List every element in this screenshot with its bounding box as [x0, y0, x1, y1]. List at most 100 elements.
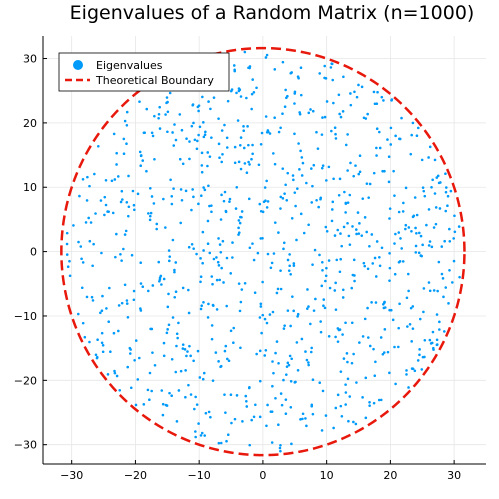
eigenvalue-point	[438, 328, 441, 331]
eigenvalue-point	[167, 249, 171, 252]
eigenvalue-point	[398, 302, 401, 306]
eigenvalue-point	[368, 244, 371, 248]
eigenvalue-point	[443, 239, 446, 243]
eigenvalue-point	[423, 355, 426, 359]
eigenvalue-point	[219, 250, 223, 254]
eigenvalue-point	[293, 191, 297, 194]
eigenvalue-point	[253, 291, 257, 295]
eigenvalue-point	[224, 344, 228, 348]
eigenvalue-point	[222, 281, 225, 284]
eigenvalue-point	[420, 158, 424, 162]
eigenvalue-point	[197, 202, 200, 206]
eigenvalue-point	[406, 272, 410, 276]
eigenvalue-point	[255, 86, 258, 90]
eigenvalue-point	[367, 336, 370, 339]
eigenvalue-point	[360, 234, 364, 237]
eigenvalue-point	[421, 186, 425, 189]
eigenvalue-point	[355, 95, 359, 99]
eigenvalue-point	[251, 152, 254, 156]
eigenvalue-point	[101, 344, 105, 347]
eigenvalue-point	[305, 358, 309, 362]
eigenvalue-point	[411, 367, 415, 371]
eigenvalue-point	[258, 415, 262, 419]
eigenvalue-point	[231, 256, 234, 259]
eigenvalue-point	[283, 105, 287, 109]
eigenvalue-point	[377, 398, 381, 402]
eigenvalue-point	[110, 179, 114, 183]
eigenvalue-point	[298, 168, 301, 171]
eigenvalue-point	[96, 338, 99, 342]
eigenvalue-point	[402, 201, 405, 205]
eigenvalue-point	[255, 352, 258, 356]
eigenvalue-point	[331, 200, 335, 204]
eigenvalue-point	[321, 269, 324, 272]
eigenvalue-point	[210, 204, 213, 207]
eigenvalue-point	[95, 355, 99, 359]
eigenvalue-point	[197, 133, 200, 137]
eigenvalue-point	[228, 200, 231, 203]
eigenvalue-point	[453, 214, 456, 218]
eigenvalue-point	[149, 211, 153, 215]
eigenvalue-point	[338, 328, 342, 331]
eigenvalue-point	[208, 155, 212, 158]
eigenvalue-point	[390, 99, 393, 102]
eigenvalue-point	[123, 233, 127, 236]
eigenvalue-point	[265, 321, 269, 325]
eigenvalue-point	[411, 305, 415, 308]
eigenvalue-point	[251, 78, 254, 81]
eigenvalue-point	[203, 434, 207, 437]
eigenvalue-point	[265, 206, 269, 209]
eigenvalue-point	[190, 124, 194, 128]
eigenvalue-point	[452, 259, 456, 263]
eigenvalue-point	[168, 391, 171, 395]
eigenvalue-point	[435, 338, 439, 342]
eigenvalue-point	[223, 349, 227, 353]
eigenvalue-point	[428, 338, 432, 342]
eigenvalue-point	[410, 133, 413, 137]
eigenvalue-point	[240, 288, 244, 291]
eigenvalue-point	[179, 221, 183, 225]
eigenvalue-point	[199, 307, 203, 311]
eigenvalue-point	[161, 413, 165, 417]
eigenvalue-point	[164, 226, 167, 229]
eigenvalue-point	[206, 219, 210, 223]
eigenvalue-point	[105, 307, 108, 310]
eigenvalue-point	[284, 412, 288, 416]
eigenvalue-point	[94, 212, 97, 215]
eigenvalue-point	[435, 313, 439, 316]
eigenvalue-point	[217, 237, 220, 240]
eigenvalue-point	[346, 360, 349, 364]
eigenvalue-point	[197, 422, 200, 425]
eigenvalue-point	[115, 163, 118, 166]
eigenvalue-point	[362, 261, 366, 265]
eigenvalue-point	[389, 126, 393, 130]
eigenvalue-point	[393, 194, 396, 197]
eigenvalue-point	[325, 100, 329, 103]
eigenvalue-point	[235, 394, 239, 397]
eigenvalue-point	[133, 359, 136, 362]
eigenvalue-point	[279, 449, 282, 453]
eigenvalue-point	[239, 143, 242, 147]
eigenvalue-point	[368, 344, 372, 348]
eigenvalue-point	[441, 277, 445, 280]
eigenvalue-point	[279, 126, 282, 130]
eigenvalue-point	[210, 136, 213, 139]
eigenvalue-point	[187, 245, 191, 249]
eigenvalue-point	[166, 130, 169, 134]
eigenvalue-point	[126, 365, 130, 369]
eigenvalue-point	[224, 411, 227, 414]
eigenvalue-point	[416, 126, 420, 130]
eigenvalue-point	[72, 224, 75, 227]
legend-label-boundary: Theoretical Boundary	[95, 74, 214, 87]
eigenvalue-point	[210, 210, 213, 214]
eigenvalue-point	[202, 186, 205, 189]
eigenvalue-point	[425, 223, 428, 227]
eigenvalue-point	[388, 266, 392, 270]
eigenvalue-point	[257, 163, 261, 167]
eigenvalue-point	[288, 253, 291, 256]
eigenvalue-point	[387, 155, 391, 158]
eigenvalue-point	[366, 112, 369, 116]
eigenvalue-point	[356, 211, 360, 214]
eigenvalue-point	[421, 243, 424, 247]
eigenvalue-point	[178, 113, 182, 116]
